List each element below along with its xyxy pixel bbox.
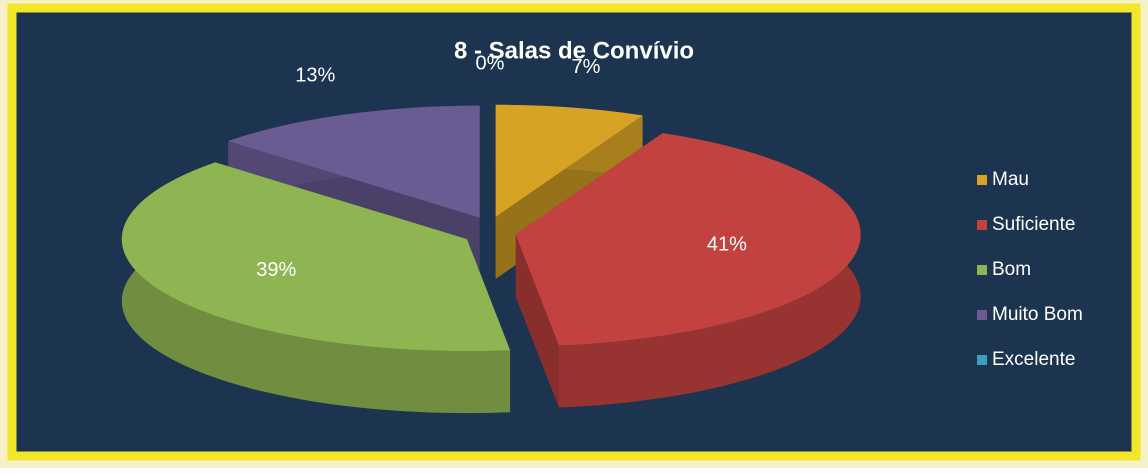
legend-label: Muito Bom (992, 304, 1083, 325)
data-label: 39% (256, 259, 296, 281)
chart-title: 8 - Salas de Convívio (454, 37, 694, 64)
data-label: 0% (476, 52, 505, 74)
slice (121, 162, 511, 414)
slice-top (495, 104, 643, 217)
slice-side (121, 162, 511, 414)
legend-swatch (977, 220, 987, 230)
data-label: 7% (572, 56, 601, 78)
legend-swatch (977, 265, 987, 275)
slice (515, 133, 861, 408)
legend-label: Suficiente (992, 214, 1075, 235)
slice-top (228, 105, 480, 218)
slice-top (121, 162, 511, 352)
legend-swatch (977, 310, 987, 320)
legend-swatch (977, 355, 987, 365)
legend-label: Bom (992, 259, 1031, 280)
data-label: 13% (295, 65, 335, 87)
legend-swatch (977, 175, 987, 185)
legend-label: Excelente (992, 349, 1075, 370)
slice-top (515, 133, 861, 346)
data-label: 41% (707, 234, 747, 256)
legend-label: Mau (992, 169, 1029, 190)
